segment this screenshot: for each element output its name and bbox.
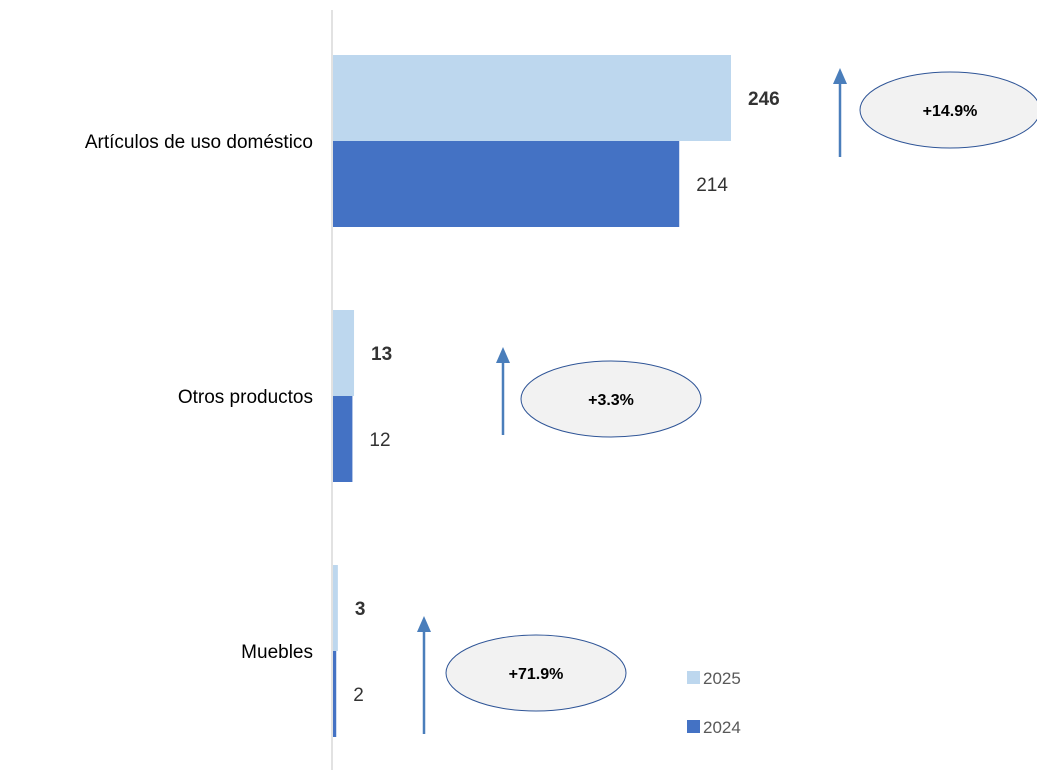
legend-swatch [687, 720, 700, 733]
change-badge [445, 634, 627, 712]
value-label-2025: 13 [371, 344, 392, 365]
category-label: Muebles [241, 642, 313, 663]
legend: 2025 2024 [687, 669, 741, 737]
category-group: Otros productos 13 12 +3.3% [178, 310, 702, 482]
category-group: Muebles 3 2 +71.9% [241, 565, 627, 737]
value-label-2025: 246 [748, 89, 780, 110]
legend-item-2025: 2025 [687, 669, 741, 688]
bar-2024 [333, 396, 353, 482]
arrow-up-icon [833, 68, 847, 157]
bar-2025 [333, 55, 731, 141]
value-label-2024: 12 [369, 430, 390, 451]
bar-2025 [333, 565, 338, 651]
arrow-up-icon [496, 347, 510, 435]
legend-item-2024: 2024 [687, 718, 741, 737]
category-label: Otros productos [178, 387, 313, 408]
legend-label: 2025 [703, 669, 741, 688]
value-label-2024: 2 [353, 685, 364, 706]
arrow-up-icon [417, 616, 431, 734]
bar-2025 [333, 310, 355, 396]
value-label-2024: 214 [696, 175, 728, 196]
legend-label: 2024 [703, 718, 741, 737]
legend-swatch [687, 671, 700, 684]
change-label: +3.3% [588, 392, 634, 409]
category-group: Artículos de uso doméstico 246 214 +14.9% [85, 55, 1037, 227]
category-label: Artículos de uso doméstico [85, 132, 313, 153]
bar-2024 [333, 651, 337, 737]
change-badge [520, 360, 702, 438]
change-label: +71.9% [509, 666, 564, 683]
value-label-2025: 3 [355, 599, 366, 620]
change-label: +14.9% [923, 103, 978, 120]
bar-2024 [333, 141, 680, 227]
change-badge [859, 71, 1037, 149]
